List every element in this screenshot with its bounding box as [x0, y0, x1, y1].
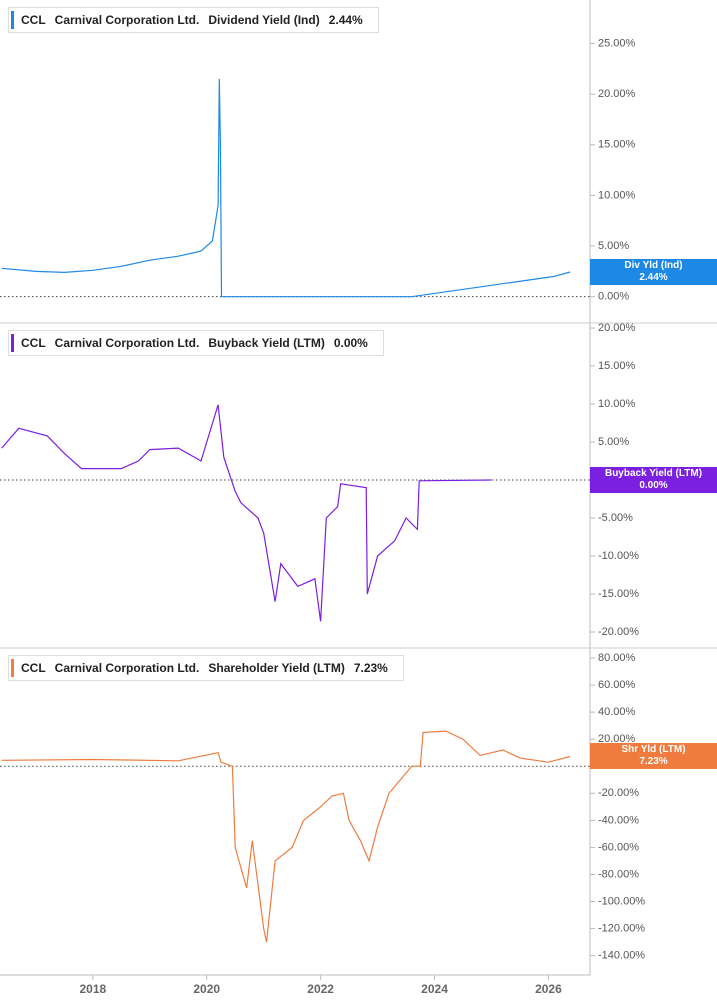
ticker: CCL [21, 661, 46, 675]
y-tick-label: 20.00% [598, 88, 636, 100]
y-tick-label: -40.00% [598, 814, 639, 826]
y-tick-label: 60.00% [598, 679, 636, 691]
y-tick-label: -60.00% [598, 841, 639, 853]
legend-swatch [11, 659, 14, 677]
tag-value: 2.44% [639, 271, 668, 283]
y-tick-label: -5.00% [598, 512, 633, 524]
y-tick-label: 15.00% [598, 139, 636, 151]
y-tick-label: -10.00% [598, 550, 639, 562]
x-tick-label: 2020 [193, 982, 220, 996]
tag-value: 7.23% [639, 756, 668, 768]
y-tick-label: -80.00% [598, 868, 639, 880]
series-line [1, 78, 571, 298]
x-tick-label: 2022 [307, 982, 334, 996]
x-tick-label: 2024 [421, 982, 448, 996]
legend-swatch [11, 11, 14, 29]
y-tick-label: 0.00% [598, 291, 629, 303]
y-tick-label: -20.00% [598, 787, 639, 799]
y-tick-label: 25.00% [598, 37, 636, 49]
tag-label: Buyback Yield (LTM) [604, 468, 703, 480]
legend-entry: Dividend Yield (Ind) [208, 13, 320, 27]
y-tick-label: 10.00% [598, 189, 636, 201]
value-tag: Shr Yld (LTM) 7.23% [590, 743, 717, 770]
y-tick-label: 15.00% [598, 360, 636, 372]
legend: CCL Carnival Corporation Ltd. Dividend Yie… [8, 7, 379, 33]
y-tick-label: 40.00% [598, 706, 636, 718]
series-line [1, 404, 492, 622]
series-line [1, 730, 571, 943]
tag-label: Shr Yld (LTM) [621, 744, 686, 756]
value-tag: Buyback Yield (LTM) 0.00% [590, 467, 717, 494]
y-tick-label: -100.00% [598, 895, 645, 907]
legend-entry: Shareholder Yield (LTM) [208, 661, 345, 675]
tag-value: 0.00% [639, 480, 668, 492]
tag-label: Div Yld (Ind) [624, 259, 683, 271]
legend-entry: Buyback Yield (LTM) [208, 336, 325, 350]
legend-value: 0.00% [333, 336, 368, 350]
legend: CCL Carnival Corporation Ltd. Buyback Yiel… [8, 330, 384, 356]
company: Carnival Corporation Ltd. [54, 336, 200, 350]
legend-value: 7.23% [353, 661, 388, 675]
y-tick-label: 10.00% [598, 398, 636, 410]
legend-value: 2.44% [328, 13, 363, 27]
y-tick-label: -140.00% [598, 950, 645, 962]
legend: CCL Carnival Corporation Ltd. Shareholder … [8, 655, 404, 681]
legend-swatch [11, 334, 14, 352]
y-tick-label: 5.00% [598, 240, 629, 252]
value-tag: Div Yld (Ind) 2.44% [590, 258, 717, 285]
company: Carnival Corporation Ltd. [54, 13, 200, 27]
y-tick-label: 80.00% [598, 652, 636, 664]
company: Carnival Corporation Ltd. [54, 661, 200, 675]
ticker: CCL [21, 336, 46, 350]
y-tick-label: 20.00% [598, 322, 636, 334]
x-tick-label: 2018 [79, 982, 106, 996]
x-tick-label: 2026 [535, 982, 562, 996]
y-tick-label: 5.00% [598, 436, 629, 448]
ticker: CCL [21, 13, 46, 27]
y-tick-label: 20.00% [598, 733, 636, 745]
y-tick-label: -15.00% [598, 588, 639, 600]
y-tick-label: -20.00% [598, 626, 639, 638]
y-tick-label: -120.00% [598, 923, 645, 935]
